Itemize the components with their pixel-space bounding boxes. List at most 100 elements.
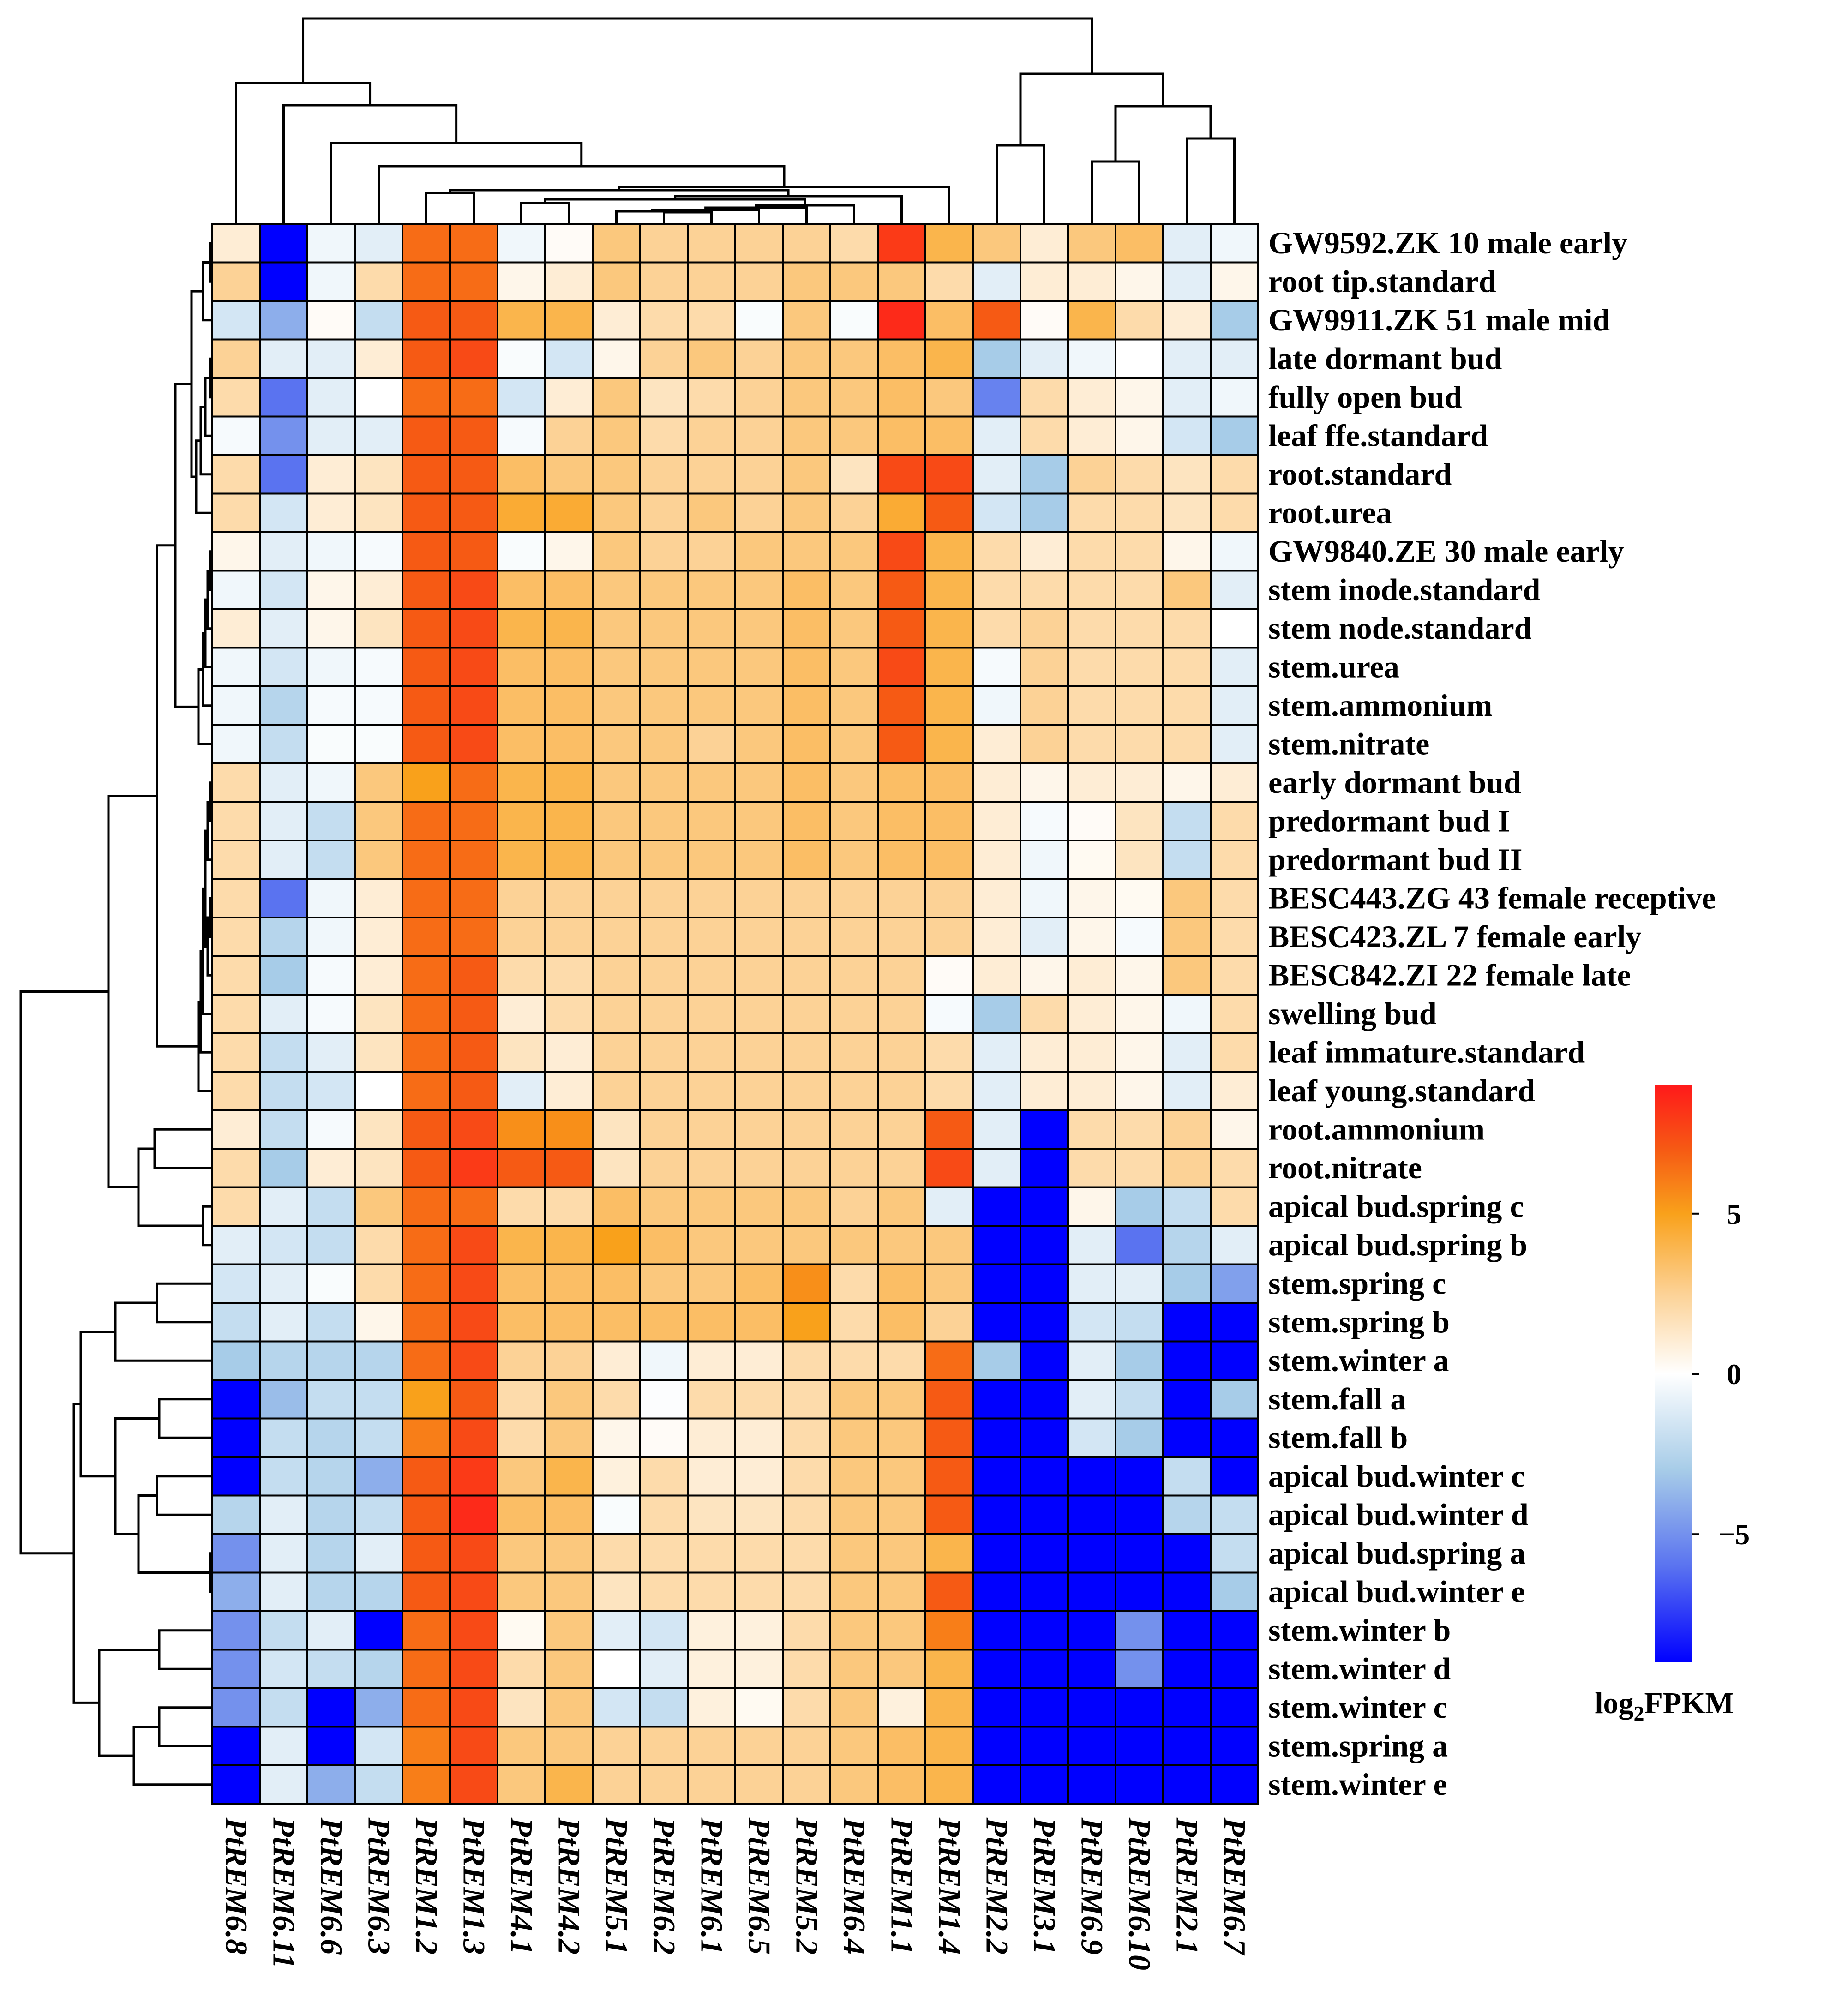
heatmap-cell [1162, 1726, 1212, 1766]
heatmap-cell [924, 415, 974, 456]
heatmap-cell [1020, 261, 1069, 302]
heatmap-cell [1020, 762, 1069, 803]
heatmap-cell [782, 1148, 831, 1188]
heatmap-cell [449, 1340, 498, 1381]
heatmap-cell [259, 261, 308, 302]
heatmap-cell [259, 608, 308, 649]
heatmap-cell [497, 724, 546, 764]
heatmap-cell [449, 1610, 498, 1651]
heatmap-cell [639, 647, 689, 687]
heatmap-cell [829, 994, 879, 1034]
heatmap-cell [687, 1225, 736, 1265]
heatmap-cell [972, 1340, 1021, 1381]
row-labels: GW9592.ZK 10 male early root tip.standard… [1268, 225, 1716, 1802]
heatmap-cell [829, 300, 879, 341]
heatmap-cell [402, 1379, 451, 1420]
heatmap-cell [211, 917, 261, 957]
heatmap-cell [306, 801, 356, 841]
heatmap-cell [544, 1148, 594, 1188]
dendrogram-branch [156, 544, 198, 1048]
heatmap-cell [972, 1687, 1021, 1728]
heatmap-cell [449, 1687, 498, 1728]
dendrogram-branch [1019, 72, 1164, 145]
column-label-ptrem2-1: PtREM2.1 [1170, 1817, 1205, 1955]
heatmap-cell [1210, 492, 1259, 533]
heatmap-cell [211, 724, 261, 764]
heatmap-cell [1162, 724, 1212, 764]
heatmap-cell [687, 1032, 736, 1073]
dendrogram-branch [996, 144, 1045, 224]
heatmap-cell [497, 917, 546, 957]
heatmap-cell [972, 1417, 1021, 1458]
column-label-ptrem6-5: PtREM6.5 [742, 1817, 777, 1955]
heatmap-cell [1210, 1494, 1259, 1535]
heatmap-cell [734, 492, 784, 533]
heatmap-cell [829, 1032, 879, 1073]
heatmap-cell [544, 840, 594, 880]
row-label-early-dormant-bud: early dormant bud [1268, 765, 1521, 800]
heatmap-cell [639, 1726, 689, 1766]
heatmap-cell [972, 840, 1021, 880]
heatmap-cell [592, 801, 641, 841]
heatmap-cell [782, 1417, 831, 1458]
heatmap-cell [1020, 1302, 1069, 1343]
heatmap-cell [972, 878, 1021, 918]
dendrogram-branch [197, 668, 212, 745]
heatmap-cell [639, 415, 689, 456]
column-label-ptrem5-1: PtREM5.1 [600, 1817, 635, 1955]
heatmap-cell [592, 608, 641, 649]
column-label-ptrem6-7: PtREM6.7 [1218, 1817, 1253, 1956]
heatmap-cell [354, 647, 403, 687]
row-label-gw9911-zk-51-male-mid: GW9911.ZK 51 male mid [1268, 302, 1610, 337]
row-label-gw9592-zk-10-male-early: GW9592.ZK 10 male early [1268, 225, 1627, 260]
heatmap-cell [877, 1148, 926, 1188]
heatmap-cell [782, 1610, 831, 1651]
heatmap-cell [829, 1186, 879, 1227]
heatmap-cell [829, 647, 879, 687]
heatmap-cell [687, 1109, 736, 1150]
heatmap-cell [924, 492, 974, 533]
heatmap-cell [687, 1456, 736, 1497]
heatmap-cell [877, 1109, 926, 1150]
row-label-apical-bud-spring-b: apical bud.spring b [1268, 1227, 1527, 1262]
heatmap-cell [1210, 1417, 1259, 1458]
color-legend: 5 0 −5 log2FPKM [1595, 1085, 1750, 1725]
heatmap-cell [402, 685, 451, 726]
heatmap-cell [1210, 415, 1259, 456]
dendrogram-branch [114, 1301, 212, 1362]
heatmap-cell [592, 1148, 641, 1188]
heatmap-cell [734, 801, 784, 841]
row-label-root-ammonium: root.ammonium [1268, 1111, 1485, 1146]
heatmap-cell [497, 1571, 546, 1612]
column-label-ptrem5-2: PtREM5.2 [790, 1817, 825, 1955]
dendrogram-branch [132, 1726, 212, 1786]
heatmap-cell [259, 1263, 308, 1304]
heatmap-cell [924, 724, 974, 764]
heatmap-cell [829, 338, 879, 379]
heatmap-cell [1162, 762, 1212, 803]
heatmap-cell [1115, 685, 1164, 726]
heatmap-cell [1020, 1764, 1069, 1805]
heatmap-cell [1210, 1610, 1259, 1651]
heatmap-cell [924, 1571, 974, 1612]
heatmap-cell [1162, 300, 1212, 341]
heatmap-cell [1162, 1186, 1212, 1227]
heatmap-cell [544, 1610, 594, 1651]
heatmap-cell [734, 1340, 784, 1381]
heatmap-cell [734, 840, 784, 880]
heatmap-cell [1115, 1225, 1164, 1265]
heatmap-cell [211, 1533, 261, 1574]
heatmap-cell [449, 840, 498, 880]
heatmap-cell [924, 647, 974, 687]
heatmap-cell [1020, 1533, 1069, 1574]
heatmap-cell [1210, 1109, 1259, 1150]
heatmap-cell [544, 1649, 594, 1689]
dendrogram-branch [1091, 160, 1140, 224]
heatmap-cell [639, 1379, 689, 1420]
heatmap-cell [924, 994, 974, 1034]
heatmap-cell [1020, 1032, 1069, 1073]
heatmap-cell [354, 1687, 403, 1728]
heatmap-cell [782, 955, 831, 996]
heatmap-cell [402, 917, 451, 957]
heatmap-cell [306, 955, 356, 996]
